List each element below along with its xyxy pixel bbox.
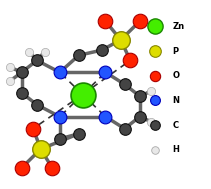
Point <box>50 166 54 169</box>
Point <box>138 115 142 118</box>
Text: C: C <box>172 121 178 130</box>
Point <box>35 103 39 106</box>
Point <box>104 71 107 74</box>
Point <box>81 93 84 96</box>
Point <box>39 148 42 151</box>
Point <box>153 99 157 102</box>
Point <box>28 50 31 53</box>
Point <box>20 91 23 94</box>
Point <box>8 79 12 82</box>
Point <box>35 59 39 62</box>
Point <box>77 132 81 135</box>
Text: Zn: Zn <box>172 22 184 31</box>
Point <box>119 38 122 41</box>
Point <box>128 59 132 62</box>
Point <box>58 137 61 140</box>
Point <box>153 148 157 151</box>
Point <box>43 50 46 53</box>
Point <box>153 124 157 127</box>
Point <box>150 120 153 123</box>
Point <box>58 71 61 74</box>
Point <box>20 166 23 169</box>
Point <box>153 25 157 28</box>
Point <box>77 54 81 57</box>
Point <box>100 49 103 52</box>
Point <box>138 20 142 23</box>
Point <box>138 95 142 98</box>
Point <box>104 115 107 118</box>
Point <box>104 20 107 23</box>
Point <box>123 127 126 130</box>
Point <box>31 127 35 130</box>
Text: H: H <box>172 145 179 154</box>
Point <box>150 90 153 93</box>
Text: P: P <box>172 46 178 56</box>
Point <box>123 83 126 86</box>
Point <box>8 66 12 69</box>
Text: N: N <box>172 96 179 105</box>
Point <box>20 71 23 74</box>
Point <box>58 115 61 118</box>
Point <box>153 74 157 77</box>
Text: O: O <box>172 71 179 80</box>
Point <box>153 50 157 53</box>
